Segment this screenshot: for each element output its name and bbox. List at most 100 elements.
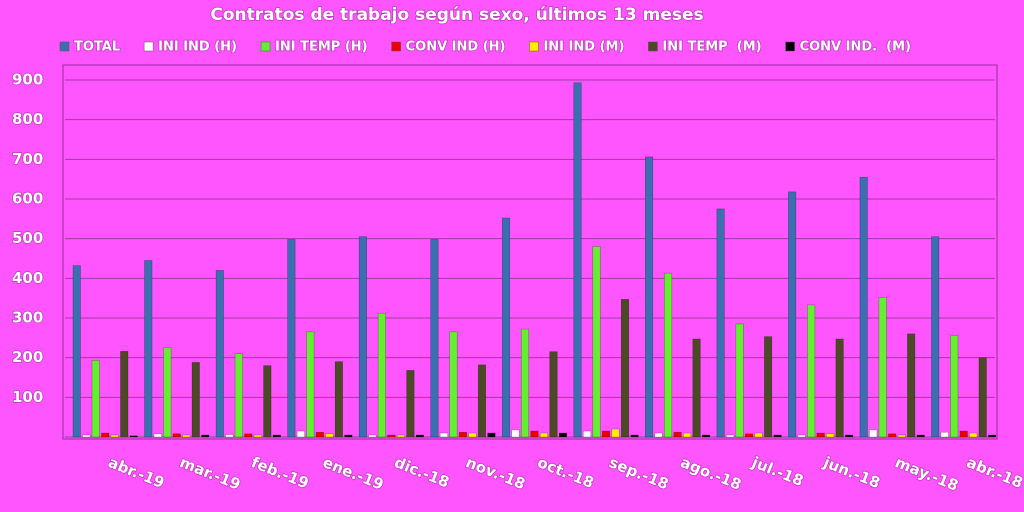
bar	[101, 432, 110, 438]
bar	[969, 432, 978, 438]
bar	[735, 323, 744, 438]
bar	[458, 431, 467, 438]
bar	[592, 246, 601, 438]
legend-label: TOTAL	[74, 40, 120, 55]
bar	[153, 433, 162, 438]
bar	[716, 208, 725, 438]
bar	[788, 191, 797, 438]
bar	[344, 434, 353, 438]
legend-swatch	[648, 41, 658, 52]
bar	[664, 272, 673, 438]
bar	[601, 430, 611, 438]
legend-label: INI IND (H)	[158, 40, 237, 55]
plot-area	[62, 64, 998, 440]
bar	[358, 236, 367, 438]
bar	[272, 434, 281, 438]
bar	[539, 432, 549, 438]
legend-label: INI IND (M)	[543, 40, 624, 55]
bar	[764, 336, 773, 438]
bar	[807, 304, 816, 438]
bar	[654, 432, 663, 438]
bar	[673, 431, 682, 438]
bar	[520, 328, 530, 438]
legend-label: INI TEMP (M)	[662, 40, 761, 55]
bar	[931, 236, 940, 438]
legend-label: CONV IND (H)	[406, 40, 506, 55]
bar	[549, 351, 558, 438]
bar	[129, 435, 138, 438]
bar	[163, 347, 172, 438]
bar	[620, 299, 630, 438]
y-tick-label: 100	[12, 388, 43, 406]
bar	[201, 434, 210, 438]
legend-swatch	[59, 41, 70, 52]
legend-label: CONV IND. (M)	[800, 40, 911, 55]
bar	[477, 364, 486, 438]
bar	[611, 428, 620, 438]
bar	[940, 431, 949, 438]
legend-swatch	[260, 41, 271, 52]
bar	[582, 430, 592, 438]
bar	[845, 434, 854, 438]
bar	[325, 433, 334, 438]
bar	[287, 239, 296, 438]
bar	[91, 360, 100, 438]
bar	[377, 312, 386, 438]
y-tick-label: 200	[12, 348, 43, 366]
bar	[244, 433, 253, 438]
bar	[573, 82, 582, 438]
legend-swatch	[391, 41, 401, 52]
bar	[692, 338, 701, 438]
bar	[72, 265, 81, 438]
bar	[959, 430, 968, 438]
bar	[182, 434, 191, 438]
bar	[253, 434, 262, 438]
bar	[869, 429, 878, 438]
y-tick-label: 800	[12, 110, 43, 128]
y-tick-label: 700	[12, 150, 43, 168]
bar	[754, 432, 763, 438]
legend-swatch	[529, 41, 539, 52]
bar	[263, 365, 272, 438]
y-tick-label: 900	[12, 71, 43, 89]
bar	[315, 431, 324, 438]
bar	[630, 434, 639, 438]
bar	[978, 357, 987, 438]
bar	[726, 434, 735, 438]
bar	[558, 432, 568, 438]
bar	[897, 434, 906, 438]
bar	[826, 433, 835, 438]
chart-title: Contratos de trabajo según sexo, últimos…	[210, 5, 703, 25]
bar	[396, 434, 405, 438]
bar	[306, 331, 315, 438]
bar	[368, 434, 377, 438]
bar	[439, 432, 448, 438]
bar	[511, 429, 520, 438]
bar	[144, 260, 153, 438]
legend-swatch	[143, 41, 154, 52]
bar	[215, 270, 224, 438]
bar	[225, 434, 234, 438]
bar	[296, 430, 305, 438]
bar	[430, 239, 439, 438]
bar	[888, 433, 897, 438]
bar	[530, 430, 539, 438]
bar	[234, 353, 243, 438]
bar	[406, 370, 415, 438]
bar	[745, 433, 754, 438]
bar	[110, 434, 119, 438]
bar	[878, 297, 887, 438]
bar	[191, 362, 200, 438]
bar	[702, 434, 711, 438]
bar	[950, 335, 959, 438]
bar	[988, 434, 997, 438]
bar	[415, 434, 424, 438]
bar	[916, 434, 925, 438]
legend-label: INI TEMP (H)	[275, 40, 368, 55]
bar	[816, 432, 825, 438]
bar	[449, 331, 458, 438]
y-tick-label: 300	[12, 309, 43, 327]
bar	[468, 432, 477, 438]
bar	[334, 361, 343, 438]
